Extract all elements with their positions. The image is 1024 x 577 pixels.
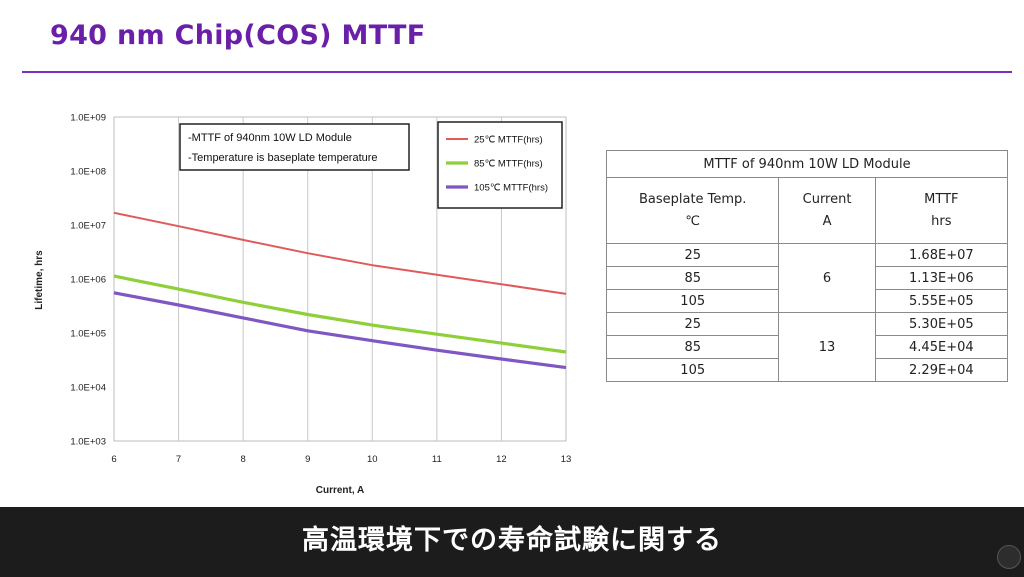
note-line-1: -MTTF of 940nm 10W LD Module — [188, 132, 352, 144]
series-line-3 — [113, 291, 567, 370]
temp-cell: 85 — [605, 335, 780, 359]
mttf-cell: 5.55E+05 — [874, 289, 1009, 313]
header-temp-label: Baseplate Temp. — [638, 191, 747, 207]
table-row: 25 13 5.30E+05 — [605, 312, 1009, 382]
y-tick-label: 1.0E+09 — [70, 113, 106, 124]
table-row: 85 4.45E+04 — [605, 335, 1009, 359]
subtitle-bar — [0, 507, 1024, 577]
header-baseplate-temp: Baseplate Temp. ℃ — [605, 177, 780, 244]
legend-label: 85℃ MTTF(hrs) — [474, 159, 543, 170]
temp-cell: 25 — [605, 312, 780, 336]
y-tick-label: 1.0E+06 — [70, 275, 106, 286]
series-line-1 — [113, 211, 567, 295]
header-temp-unit: ℃ — [685, 213, 701, 229]
title-divider — [22, 71, 1012, 73]
temp-cell: 105 — [605, 289, 780, 313]
mttf-cell: 1.68E+07 — [874, 243, 1009, 267]
legend-label: 25℃ MTTF(hrs) — [474, 135, 543, 146]
video-subtitle: 高温環境下での寿命試験に関する — [302, 525, 722, 556]
x-axis-ticks: 6 7 8 9 10 11 12 13 — [111, 454, 571, 465]
table-row: 105 2.29E+04 — [605, 358, 1009, 382]
temp-cell: 85 — [605, 266, 780, 290]
y-tick-label: 1.0E+08 — [70, 167, 106, 178]
chart-series — [113, 211, 567, 370]
y-axis-title: Lifetime, hrs — [34, 250, 45, 310]
mttf-cell: 5.30E+05 — [874, 312, 1009, 336]
x-tick-label: 9 — [305, 454, 310, 465]
mttf-cell: 1.13E+06 — [874, 266, 1009, 290]
channel-logo-icon — [997, 545, 1021, 569]
y-tick-label: 1.0E+04 — [70, 383, 106, 394]
x-tick-label: 10 — [367, 454, 378, 465]
current-cell: 6 — [778, 243, 876, 313]
header-current: Current A — [778, 177, 876, 244]
chart-legend: 25℃ MTTF(hrs) 85℃ MTTF(hrs) 105℃ MTTF(hrs) — [437, 121, 563, 209]
mttf-line-chart: 1.0E+03 1.0E+04 1.0E+05 1.0E+06 1.0E+07 1.0E+… — [34, 113, 571, 497]
legend-label: 105℃ MTTF(hrs) — [474, 183, 548, 194]
y-tick-label: 1.0E+05 — [70, 329, 106, 340]
note-line-2: -Temperature is baseplate temperature — [188, 152, 378, 164]
x-tick-label: 6 — [111, 454, 116, 465]
y-tick-label: 1.0E+07 — [70, 221, 106, 232]
mttf-cell: 4.45E+04 — [874, 335, 1009, 359]
table-row: 85 1.13E+06 — [605, 266, 1009, 290]
series-line-2 — [113, 274, 567, 354]
temp-cell: 25 — [605, 243, 780, 267]
y-axis-ticks: 1.0E+03 1.0E+04 1.0E+05 1.0E+06 1.0E+07 1.0E+… — [70, 113, 106, 448]
temp-cell: 105 — [605, 358, 780, 382]
x-tick-label: 12 — [496, 454, 507, 465]
header-current-label: Current — [802, 191, 852, 207]
current-cell: 13 — [778, 312, 876, 382]
x-tick-label: 8 — [240, 454, 245, 465]
x-tick-label: 7 — [176, 454, 181, 465]
header-current-unit: A — [822, 213, 832, 229]
x-axis-title: Current, A — [316, 485, 365, 496]
header-mttf-unit: hrs — [931, 213, 952, 229]
y-tick-label: 1.0E+03 — [70, 437, 106, 448]
mttf-cell: 2.29E+04 — [874, 358, 1009, 382]
mttf-table: MTTF of 940nm 10W LD Module Baseplate Te… — [605, 150, 1009, 382]
table-caption: MTTF of 940nm 10W LD Module — [606, 150, 1008, 178]
x-tick-label: 11 — [432, 454, 442, 465]
table-row: 25 6 1.68E+07 — [605, 243, 1009, 313]
x-tick-label: 13 — [561, 454, 572, 465]
page-title: 940 nm Chip(COS) MTTF — [50, 20, 426, 51]
notes-box: -MTTF of 940nm 10W LD Module -Temperatur… — [179, 123, 410, 171]
header-mttf-label: MTTF — [924, 191, 959, 207]
header-mttf: MTTF hrs — [874, 177, 1009, 244]
